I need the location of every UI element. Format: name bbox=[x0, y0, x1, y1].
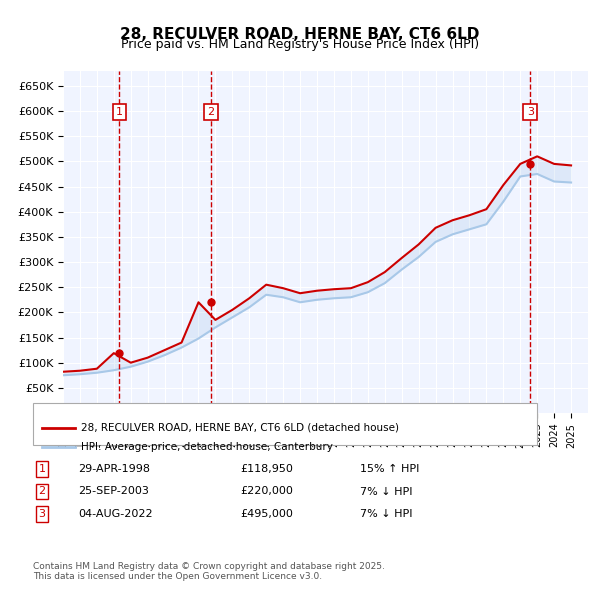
Text: 2: 2 bbox=[38, 487, 46, 496]
Text: 7% ↓ HPI: 7% ↓ HPI bbox=[360, 487, 413, 496]
Text: 3: 3 bbox=[527, 107, 534, 117]
Text: 3: 3 bbox=[38, 509, 46, 519]
Text: £495,000: £495,000 bbox=[240, 509, 293, 519]
Text: Contains HM Land Registry data © Crown copyright and database right 2025.
This d: Contains HM Land Registry data © Crown c… bbox=[33, 562, 385, 581]
Text: 15% ↑ HPI: 15% ↑ HPI bbox=[360, 464, 419, 474]
Text: 7% ↓ HPI: 7% ↓ HPI bbox=[360, 509, 413, 519]
Text: 28, RECULVER ROAD, HERNE BAY, CT6 6LD: 28, RECULVER ROAD, HERNE BAY, CT6 6LD bbox=[121, 27, 479, 41]
Text: Price paid vs. HM Land Registry's House Price Index (HPI): Price paid vs. HM Land Registry's House … bbox=[121, 38, 479, 51]
Text: £220,000: £220,000 bbox=[240, 487, 293, 496]
Text: 28, RECULVER ROAD, HERNE BAY, CT6 6LD (detached house): 28, RECULVER ROAD, HERNE BAY, CT6 6LD (d… bbox=[81, 423, 399, 432]
Text: 2: 2 bbox=[207, 107, 214, 117]
Text: 25-SEP-2003: 25-SEP-2003 bbox=[78, 487, 149, 496]
Text: 1: 1 bbox=[38, 464, 46, 474]
Text: 29-APR-1998: 29-APR-1998 bbox=[78, 464, 150, 474]
Text: £118,950: £118,950 bbox=[240, 464, 293, 474]
Text: 1: 1 bbox=[116, 107, 123, 117]
Text: 04-AUG-2022: 04-AUG-2022 bbox=[78, 509, 152, 519]
Text: HPI: Average price, detached house, Canterbury: HPI: Average price, detached house, Cant… bbox=[81, 442, 333, 451]
